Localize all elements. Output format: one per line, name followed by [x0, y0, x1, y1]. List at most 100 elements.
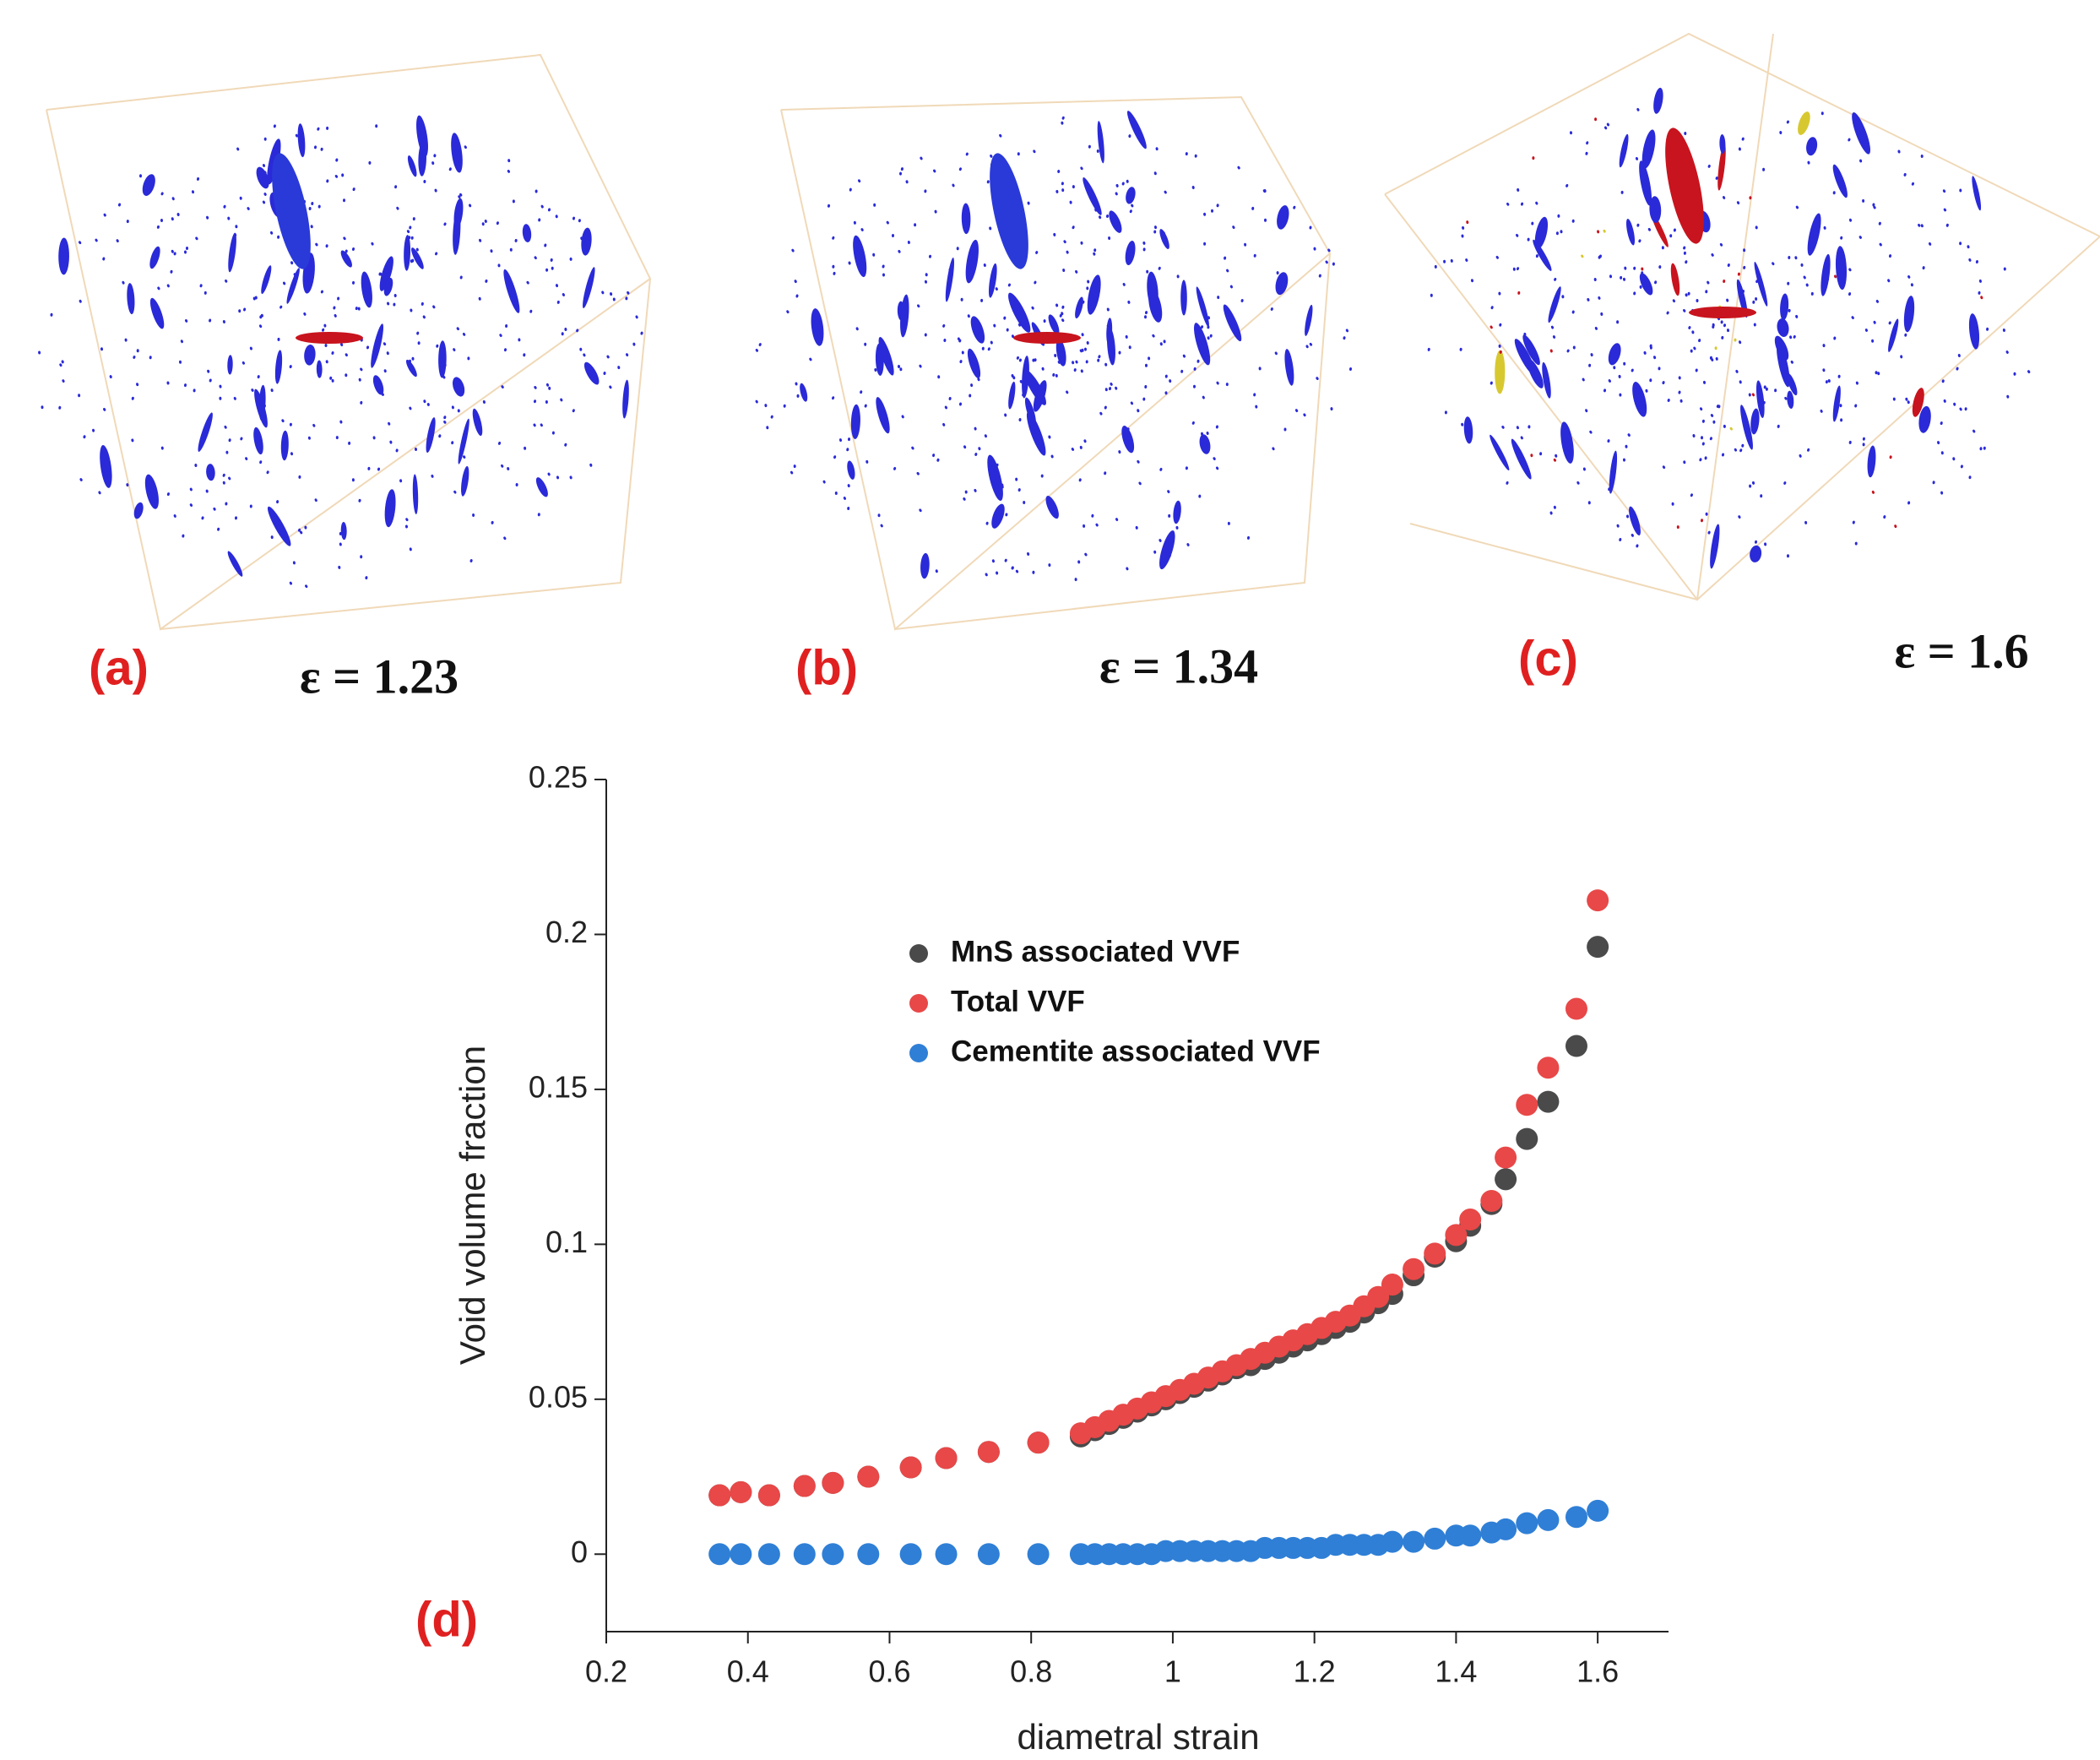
void-particle: [1466, 220, 1469, 225]
void-particle: [379, 256, 393, 291]
void-particle: [1749, 484, 1752, 488]
void-particle: [1024, 397, 1036, 426]
void-particle: [109, 375, 112, 379]
void-particle: [251, 388, 254, 392]
void-particle: [1848, 218, 1853, 222]
void-particle: [1942, 189, 1946, 193]
void-particle: [905, 180, 909, 184]
void-particle: [1066, 390, 1069, 394]
void-particle: [512, 199, 515, 204]
void-particle: [1662, 381, 1665, 385]
void-particle: [1627, 433, 1631, 437]
void-particle: [304, 344, 316, 366]
void-particle: [1083, 439, 1087, 443]
void-particle: [290, 452, 294, 456]
void-particle: [1576, 481, 1580, 485]
void-particle: [491, 520, 494, 524]
legend-label: Total VVF: [951, 985, 1085, 1018]
data-point: [730, 1543, 752, 1566]
void-particle: [952, 183, 955, 187]
void-particle: [2005, 350, 2009, 354]
void-particle: [1734, 338, 1737, 342]
void-particle: [855, 327, 859, 331]
void-particle: [501, 385, 504, 388]
void-particle: [980, 298, 984, 302]
void-particle: [345, 353, 348, 357]
void-particle: [1159, 229, 1169, 249]
void-particle: [794, 280, 797, 284]
void-particle: [1698, 339, 1701, 343]
void-particle: [1186, 543, 1190, 546]
void-particle: [907, 241, 910, 244]
void-particle: [1137, 459, 1140, 464]
void-particle: [790, 470, 794, 475]
void-particle: [388, 421, 391, 426]
void-particle: [1185, 466, 1188, 470]
void-particle: [254, 388, 268, 428]
void-particle: [333, 306, 336, 310]
void-particle: [296, 332, 363, 344]
void-particle: [509, 247, 513, 252]
void-particle: [360, 555, 363, 559]
void-particle: [472, 408, 483, 437]
render-box: [780, 95, 1332, 631]
void-particle: [228, 476, 231, 481]
void-particle: [209, 318, 212, 323]
void-particle: [969, 394, 972, 398]
void-particle: [1799, 454, 1802, 458]
void-particle: [443, 363, 447, 367]
void-particle: [1712, 420, 1716, 424]
void-particle: [1717, 405, 1721, 409]
void-particle: [1678, 390, 1681, 394]
void-particle: [1542, 361, 1551, 399]
void-particle: [1867, 445, 1876, 478]
void-particle: [866, 459, 869, 464]
data-point: [793, 1543, 816, 1566]
void-particle: [925, 273, 928, 277]
void-particle: [533, 423, 536, 427]
void-particle: [1795, 314, 1799, 318]
void-particle: [795, 294, 799, 298]
void-particle: [838, 438, 843, 443]
void-particle: [249, 504, 252, 508]
void-particle: [1153, 230, 1157, 234]
void-particle: [1654, 280, 1658, 285]
void-particle: [1223, 304, 1242, 342]
void-particle: [1704, 456, 1707, 460]
void-particle: [1805, 283, 1809, 287]
void-particle: [259, 324, 263, 329]
void-particle: [1084, 552, 1088, 557]
void-particle: [1600, 312, 1603, 316]
void-particle: [1750, 408, 1760, 435]
void-particle: [1274, 351, 1278, 356]
void-particle: [985, 573, 988, 577]
void-particle: [1649, 378, 1652, 383]
void-particle: [555, 215, 558, 219]
void-particle: [1180, 369, 1184, 373]
void-particle: [1695, 368, 1698, 372]
void-particle: [1083, 177, 1102, 215]
void-particle: [1918, 223, 1921, 227]
void-particle: [534, 386, 537, 389]
void-particle: [443, 416, 447, 420]
void-particle: [1964, 407, 1967, 411]
void-particle: [937, 375, 941, 379]
void-particle: [1875, 299, 1880, 303]
void-particle: [335, 158, 339, 162]
void-particle: [1763, 385, 1766, 389]
void-particle: [1263, 218, 1267, 222]
void-particle: [98, 491, 101, 495]
void-particle: [472, 513, 475, 517]
void-particle: [626, 353, 629, 357]
void-particle: [1719, 242, 1723, 247]
void-particle: [963, 497, 966, 501]
void-particle: [1889, 455, 1892, 459]
data-point: [1381, 1530, 1403, 1553]
void-particle: [1649, 196, 1662, 223]
void-particle: [958, 402, 963, 406]
void-particle: [1834, 274, 1837, 279]
void-particle: [1604, 126, 1608, 130]
void-particle: [1871, 490, 1875, 494]
void-particle: [191, 190, 195, 194]
